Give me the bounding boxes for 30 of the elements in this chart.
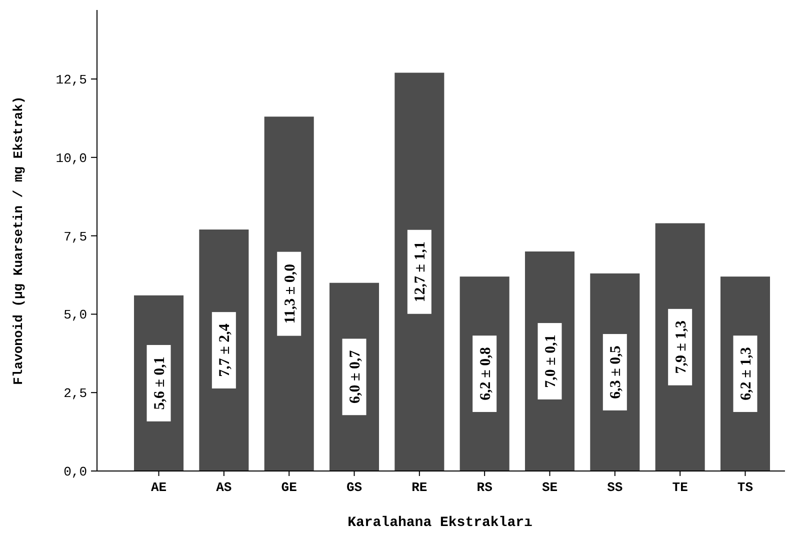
data-label: 7,0 ± 0,1 — [542, 334, 559, 388]
x-tick-label: GE — [281, 480, 298, 495]
x-tick-label: AS — [216, 480, 232, 495]
data-label: 7,9 ± 1,3 — [673, 320, 690, 374]
bar — [264, 116, 314, 471]
y-tick-label: 5,0 — [64, 308, 87, 323]
y-tick-label: 7,5 — [64, 229, 87, 244]
x-tick-label: SS — [607, 480, 623, 495]
data-label: 6,2 ± 1,3 — [738, 347, 754, 400]
data-label: 12,7 ± 1,1 — [412, 241, 429, 302]
y-tick-label: 2,5 — [64, 386, 87, 402]
data-label: 6,3 ± 0,5 — [608, 346, 624, 399]
x-tick-label: AE — [150, 480, 167, 495]
x-tick-label: RE — [412, 480, 428, 495]
data-label: 7,7 ± 2,4 — [217, 323, 234, 377]
y-tick-label: 10,0 — [56, 150, 87, 166]
y-tick-label: 0,0 — [64, 464, 87, 480]
data-label: 5,6 ± 0,1 — [152, 356, 168, 410]
x-tick-label: SE — [542, 480, 558, 495]
bar — [394, 72, 444, 471]
x-tick-label: TE — [672, 480, 688, 495]
y-tick-label: 12,5 — [56, 72, 87, 88]
x-tick-label: RS — [476, 480, 493, 495]
y-axis-title: Flavonoid (μg Kuarsetin / mg Ekstrak) — [11, 96, 26, 385]
data-label: 6,0 ± 0,7 — [348, 350, 364, 404]
data-label: 6,2 ± 0,8 — [478, 347, 494, 400]
x-tick-label: GS — [346, 480, 362, 495]
x-axis-title: Karalahana Ekstrakları — [348, 515, 532, 531]
x-tick-label: TS — [737, 480, 754, 495]
data-label: 11,3 ± 0,0 — [282, 264, 298, 324]
